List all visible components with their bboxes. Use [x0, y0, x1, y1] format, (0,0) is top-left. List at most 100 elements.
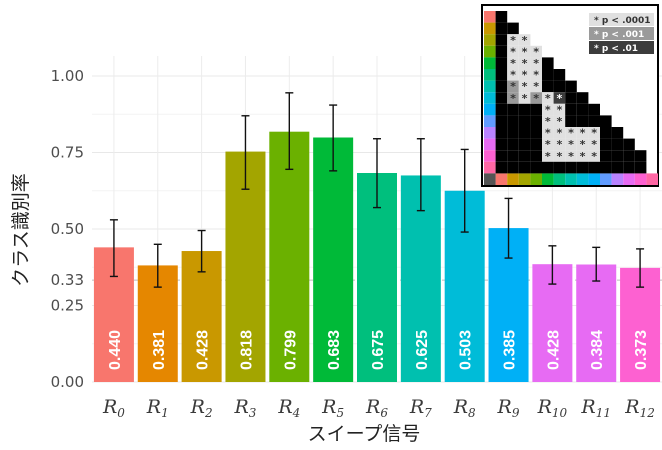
inset-row-swatch	[484, 34, 496, 46]
inset-cell	[600, 138, 612, 151]
inset-cell	[553, 80, 566, 93]
inset-cell	[542, 115, 554, 127]
y-axis-title: クラス識別率	[10, 173, 32, 287]
inset-col-swatch	[576, 173, 589, 185]
inset-cell	[565, 138, 577, 151]
inset-row-swatch	[484, 138, 496, 151]
x-tick-label: R7	[409, 396, 432, 420]
inset-cell	[518, 57, 531, 69]
inset-cell	[530, 150, 542, 162]
inset-cell	[507, 45, 519, 58]
significance-inset: * ** * ** * ** * ** * ** * * * ** ** ** * * * ** * * * ** * * * ** …	[481, 4, 659, 187]
bar-value-label: 0.440	[107, 330, 124, 370]
x-tick-label: R12	[624, 396, 655, 420]
inset-corner-swatch	[484, 173, 496, 185]
inset-cell	[588, 161, 600, 174]
x-tick-label: R0	[102, 396, 125, 420]
inset-cell	[623, 150, 635, 162]
y-tick-label: 0.25	[51, 297, 84, 315]
inset-cell	[634, 150, 647, 162]
inset-star: *	[533, 80, 540, 93]
inset-star: *	[521, 34, 528, 47]
inset-cell	[553, 92, 566, 104]
inset-cell	[600, 115, 612, 127]
inset-star: *	[556, 138, 563, 151]
inset-cell	[600, 127, 612, 139]
inset-cell	[495, 127, 508, 139]
inset-row-swatch	[484, 11, 496, 23]
inset-cell	[542, 80, 554, 93]
inset-star: *	[533, 45, 540, 58]
x-axis-title: スイープ信号	[308, 423, 421, 445]
x-tick-label: R11	[580, 396, 611, 420]
inset-cell	[530, 69, 542, 81]
inset-col-swatch	[495, 173, 508, 185]
inset-cell	[611, 127, 624, 139]
inset-cell	[553, 127, 566, 139]
inset-legend-swatch	[589, 13, 654, 26]
inset-cell	[507, 127, 519, 139]
inset-star: *	[579, 138, 586, 151]
inset-cell	[611, 150, 624, 162]
inset-legend-swatch	[589, 27, 654, 40]
inset-cell	[495, 150, 508, 162]
inset-star: *	[533, 69, 540, 82]
inset-cell	[553, 69, 566, 81]
inset-cell	[542, 92, 554, 104]
inset-cell	[565, 127, 577, 139]
x-tick-label: R10	[537, 396, 568, 420]
inset-star: *	[544, 92, 551, 105]
inset-cell	[495, 57, 508, 69]
inset-cell	[600, 161, 612, 174]
inset-cell	[565, 161, 577, 174]
bar-value-label: 0.384	[589, 330, 606, 370]
inset-cell	[542, 127, 554, 139]
inset-cell	[576, 103, 589, 116]
inset-col-swatch	[507, 173, 519, 185]
inset-col-swatch	[565, 173, 577, 185]
inset-col-swatch	[518, 173, 531, 185]
inset-star: *	[556, 115, 563, 128]
inset-star: *	[556, 92, 563, 105]
inset-star: *	[544, 138, 551, 151]
inset-cell	[530, 45, 542, 58]
inset-cell	[553, 150, 566, 162]
bar-value-label: 0.799	[282, 330, 299, 370]
inset-cell	[518, 45, 531, 58]
inset-col-swatch	[600, 173, 612, 185]
inset-row-swatch	[484, 80, 496, 93]
inset-star: *	[568, 138, 575, 151]
inset-cell	[495, 45, 508, 58]
inset-cell	[518, 34, 531, 46]
inset-cell	[530, 92, 542, 104]
inset-cell	[518, 127, 531, 139]
inset-cell	[588, 115, 600, 127]
inset-cell	[576, 150, 589, 162]
inset-cell	[634, 161, 647, 174]
inset-star: *	[579, 150, 586, 163]
inset-cell	[588, 138, 600, 151]
inset-star: *	[510, 57, 517, 70]
inset-row-swatch	[484, 115, 496, 127]
inset-cell	[530, 127, 542, 139]
inset-row-swatch	[484, 22, 496, 35]
inset-cell	[530, 161, 542, 174]
bar-value-label: 0.428	[195, 330, 212, 370]
inset-cell	[588, 103, 600, 116]
inset-star: *	[521, 80, 528, 93]
inset-cell	[507, 161, 519, 174]
inset-cell	[518, 115, 531, 127]
inset-star: *	[579, 127, 586, 140]
inset-col-swatch	[634, 173, 647, 185]
inset-cell	[530, 80, 542, 93]
inset-cell	[576, 138, 589, 151]
inset-cell	[565, 150, 577, 162]
bar	[181, 251, 222, 382]
inset-cell	[565, 115, 577, 127]
inset-cell	[565, 80, 577, 93]
x-axis-ticks: R0 R1 R2 R3 R4 R5 R6 R7 R8 R9 R10 R11 R12	[102, 396, 655, 420]
inset-cell	[588, 150, 600, 162]
inset-star: *	[521, 45, 528, 58]
inset-row-swatch	[484, 45, 496, 58]
inset-cell	[495, 138, 508, 151]
